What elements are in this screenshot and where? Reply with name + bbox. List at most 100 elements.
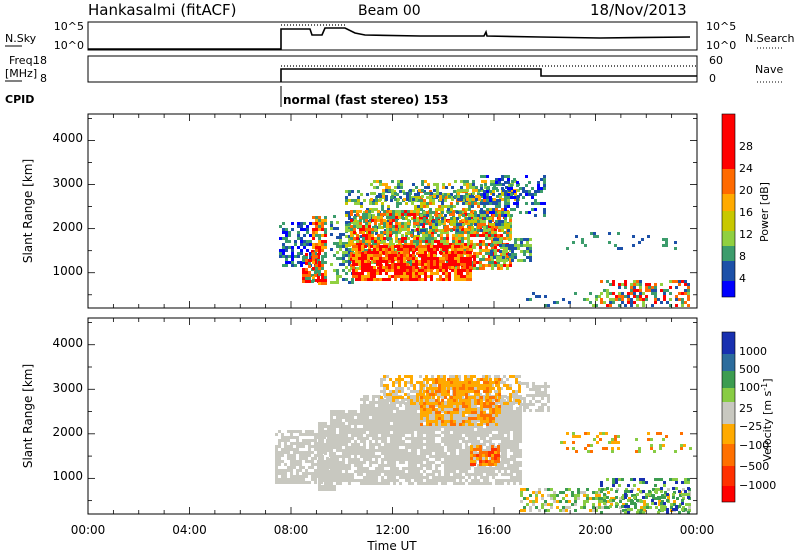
velocity-cell bbox=[281, 454, 284, 457]
velocity-cell bbox=[318, 479, 321, 482]
velocity-cell bbox=[498, 437, 501, 440]
power-cell bbox=[312, 252, 315, 255]
power-cell bbox=[633, 301, 636, 304]
power-cell bbox=[543, 208, 546, 211]
velocity-cell bbox=[369, 455, 372, 458]
velocity-cell bbox=[416, 393, 419, 396]
velocity-cell bbox=[426, 443, 429, 446]
power-cell bbox=[495, 220, 498, 223]
velocity-cell bbox=[384, 404, 387, 407]
velocity-cell bbox=[450, 464, 453, 467]
power-cell bbox=[309, 222, 312, 225]
velocity-cell bbox=[395, 399, 398, 402]
power-cell bbox=[379, 266, 382, 269]
velocity-cell bbox=[405, 431, 408, 434]
power-cell bbox=[627, 298, 630, 301]
velocity-cell bbox=[366, 416, 369, 419]
velocity-cell bbox=[408, 422, 411, 425]
velocity-cell bbox=[342, 473, 345, 476]
power-cell bbox=[508, 253, 511, 256]
velocity-cell bbox=[330, 488, 333, 491]
power-cell bbox=[372, 226, 375, 229]
power-cell bbox=[543, 178, 546, 181]
power-cell bbox=[528, 190, 531, 193]
power-cell bbox=[421, 263, 424, 266]
power-cell bbox=[461, 240, 464, 243]
power-cell bbox=[506, 252, 509, 255]
velocity-cell bbox=[333, 431, 336, 434]
velocity-cell bbox=[389, 393, 392, 396]
power-cell bbox=[493, 256, 496, 259]
velocity-cell bbox=[462, 470, 465, 473]
velocity-cell bbox=[366, 437, 369, 440]
velocity-cell bbox=[411, 419, 414, 422]
velocity-cell bbox=[383, 387, 386, 390]
power-cell bbox=[406, 248, 409, 251]
velocity-cell bbox=[519, 428, 522, 431]
power-cell bbox=[514, 192, 517, 195]
nave-label: Nave bbox=[755, 63, 783, 76]
velocity-cell bbox=[366, 428, 369, 431]
velocity-cell bbox=[456, 467, 459, 470]
power-cell bbox=[513, 190, 516, 193]
power-cell bbox=[439, 251, 442, 254]
power-cell bbox=[675, 295, 678, 298]
velocity-cell bbox=[318, 443, 321, 446]
power-cell bbox=[403, 257, 406, 260]
power-cell bbox=[314, 253, 317, 256]
velocity-cell bbox=[501, 473, 504, 476]
power-cell bbox=[375, 202, 378, 205]
velocity-cell bbox=[447, 425, 450, 428]
power-cell bbox=[367, 251, 370, 254]
velocity-cell bbox=[320, 451, 323, 454]
power-cell bbox=[432, 226, 435, 229]
power-cell bbox=[360, 202, 363, 205]
power-cell bbox=[490, 253, 493, 256]
power-ytick-2000: 2000 bbox=[52, 220, 83, 234]
power-cell bbox=[520, 259, 523, 262]
velocity-cell bbox=[380, 384, 383, 387]
power-cell bbox=[526, 247, 529, 250]
power-cell bbox=[394, 266, 397, 269]
power-cell bbox=[606, 292, 609, 295]
power-cell bbox=[460, 278, 463, 281]
velocity-cell bbox=[393, 482, 396, 485]
power-cell bbox=[351, 281, 354, 284]
power-cell bbox=[485, 243, 488, 246]
velocity-cell bbox=[447, 428, 450, 431]
power-cell bbox=[403, 198, 406, 201]
velocity-cell bbox=[486, 425, 489, 428]
velocity-cell bbox=[444, 482, 447, 485]
velocity-cell bbox=[369, 401, 372, 404]
power-cell bbox=[382, 278, 385, 281]
power-cell bbox=[452, 213, 455, 216]
power-cell bbox=[485, 225, 488, 228]
power-cell bbox=[345, 272, 348, 275]
velocity-cell bbox=[357, 446, 360, 449]
power-cell bbox=[433, 195, 436, 198]
velocity-cell bbox=[444, 437, 447, 440]
power-cell bbox=[363, 211, 366, 214]
power-cell bbox=[476, 234, 479, 237]
power-cell bbox=[488, 252, 491, 255]
velocity-cell bbox=[321, 440, 324, 443]
power-cell bbox=[503, 261, 506, 264]
power-cb-8 bbox=[722, 281, 735, 297]
power-cell bbox=[537, 181, 540, 184]
velocity-cell bbox=[477, 431, 480, 434]
power-cell bbox=[365, 228, 368, 231]
power-cell bbox=[439, 263, 442, 266]
power-cell bbox=[514, 198, 517, 201]
power-cell bbox=[394, 198, 397, 201]
power-cell bbox=[279, 249, 282, 252]
power-cell bbox=[321, 219, 324, 222]
velocity-cell bbox=[513, 464, 516, 467]
power-cell bbox=[381, 202, 384, 205]
power-cell bbox=[424, 278, 427, 281]
power-cell bbox=[475, 198, 478, 201]
power-cell bbox=[482, 249, 485, 252]
power-cell bbox=[509, 228, 512, 231]
power-cell bbox=[465, 220, 468, 223]
power-cell bbox=[400, 266, 403, 269]
velocity-cell bbox=[459, 407, 462, 410]
